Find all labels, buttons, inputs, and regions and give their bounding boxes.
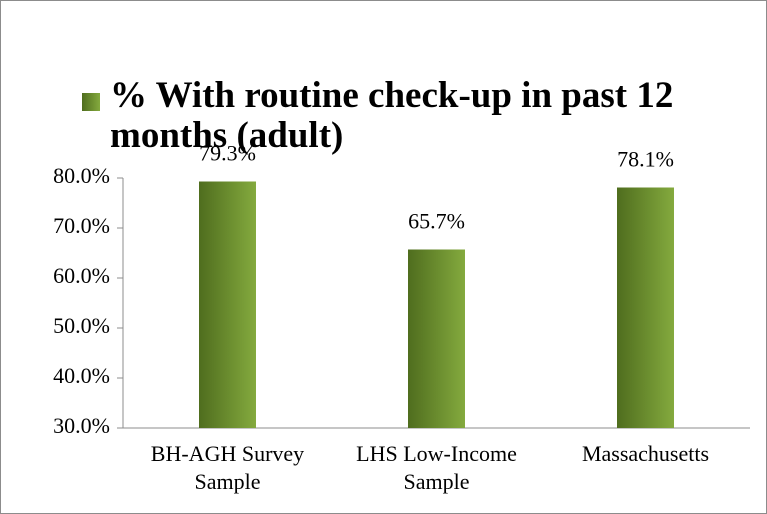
x-tick-label: Massachusetts bbox=[581, 441, 710, 466]
y-tick-label: 60.0% bbox=[53, 263, 110, 288]
value-label: 79.3% bbox=[199, 141, 256, 166]
bar bbox=[408, 249, 465, 428]
x-tick-label: LHS Low-Income Sample bbox=[356, 441, 517, 494]
y-tick-label: 40.0% bbox=[53, 363, 110, 388]
value-label: 65.7% bbox=[408, 209, 465, 234]
legend-label: % With routine check-up in past 12 month… bbox=[110, 75, 674, 156]
y-tick-label: 50.0% bbox=[53, 313, 110, 338]
y-tick-label: 70.0% bbox=[53, 213, 110, 238]
value-label: 78.1% bbox=[617, 147, 674, 172]
bar bbox=[199, 181, 256, 428]
y-tick-label: 30.0% bbox=[53, 413, 110, 438]
x-tick-label: BH-AGH Survey Sample bbox=[150, 441, 305, 494]
bar bbox=[617, 187, 674, 428]
y-tick-label: 80.0% bbox=[53, 163, 110, 188]
legend-swatch bbox=[82, 93, 100, 111]
